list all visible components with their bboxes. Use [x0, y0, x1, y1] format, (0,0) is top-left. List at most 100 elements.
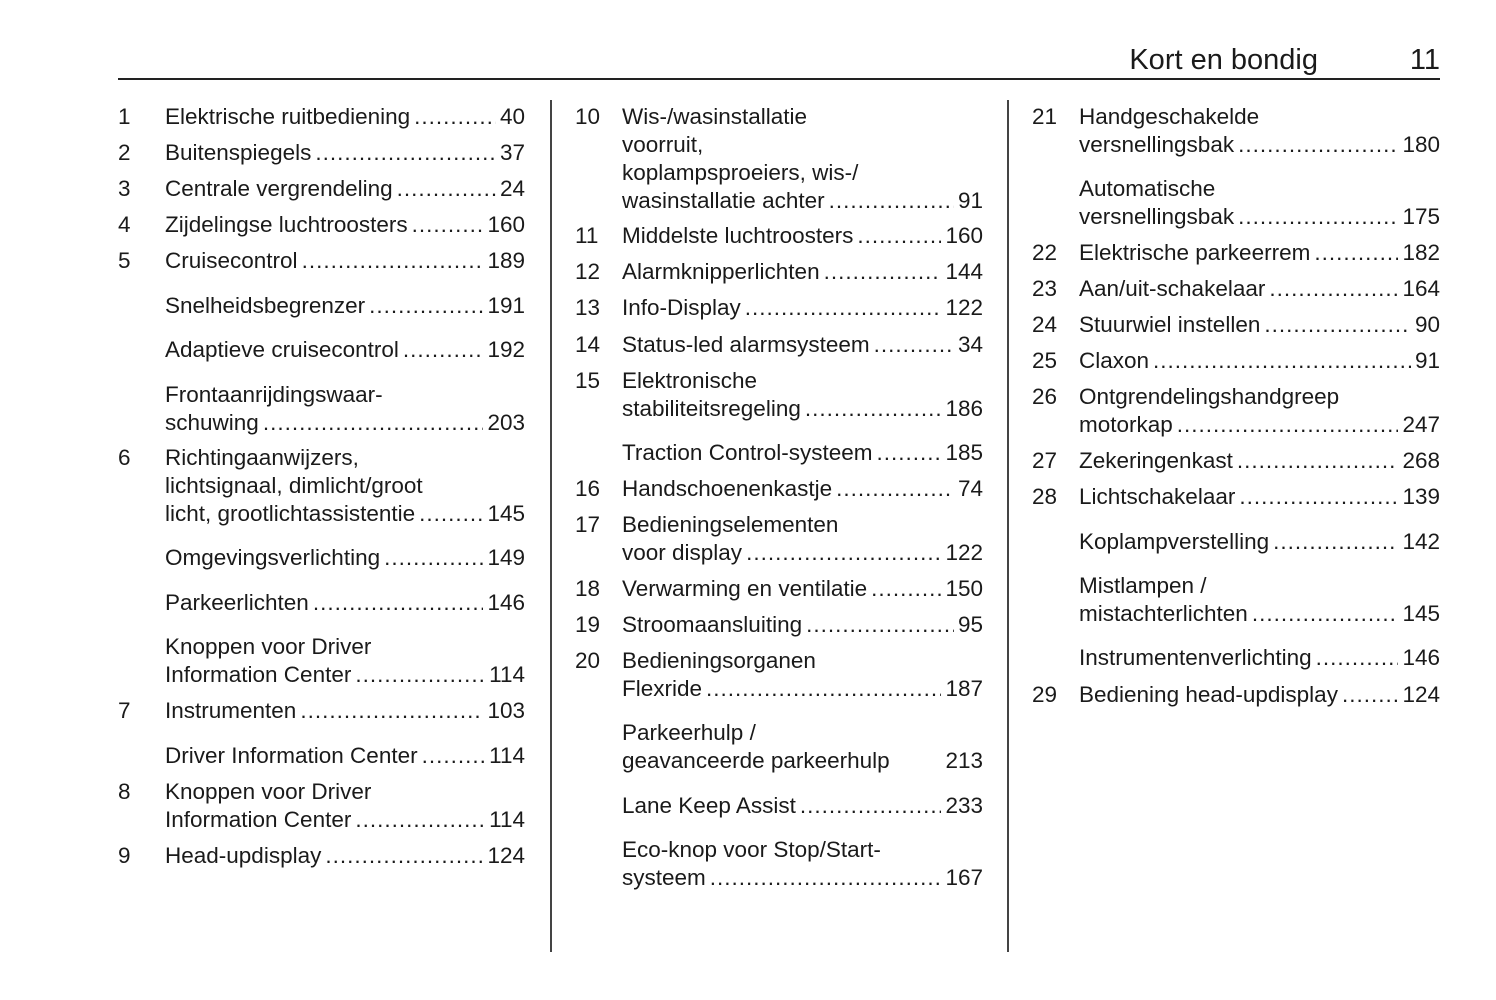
entry-label: Cruisecontrol	[165, 248, 298, 273]
page-reference[interactable]: 146	[487, 590, 525, 615]
page-reference[interactable]: 40	[499, 104, 525, 129]
entry-label: wasinstallatie achter	[622, 188, 825, 213]
dot-leader: ........................................…	[384, 545, 484, 570]
entry-label: Info-Display	[622, 295, 741, 320]
header-rule	[118, 78, 1440, 80]
page-reference[interactable]: 160	[487, 212, 525, 237]
entry-number: 19	[575, 612, 601, 637]
entry-text: Bedieningsorganen Flexride...............…	[622, 647, 983, 703]
entry-label: Handgeschakelde	[1079, 104, 1260, 129]
entry-label: Elektrische parkeerrem	[1079, 240, 1311, 265]
entry-text: Elektronische stabiliteitsregeling.......…	[622, 367, 983, 423]
page-reference[interactable]: 149	[487, 545, 525, 570]
page-reference[interactable]: 182	[1402, 240, 1440, 265]
entry-label: Eco-knop voor Stop/Start-	[622, 837, 881, 862]
entry-label: systeem	[622, 865, 706, 890]
entry-label: lichtsignaal, dimlicht/groot	[165, 473, 423, 498]
page-reference[interactable]: 187	[945, 676, 983, 701]
entry-label: Verwarming en ventilatie	[622, 576, 868, 601]
entry-label: Mistlampen /	[1079, 573, 1207, 598]
page-reference[interactable]: 146	[1402, 645, 1440, 670]
entry-label: Knoppen voor Driver	[165, 634, 372, 659]
entry-label: Claxon	[1079, 348, 1150, 373]
page-reference[interactable]: 247	[1402, 412, 1440, 437]
entry-number: 21	[1032, 104, 1058, 129]
entry-text: Snelheidsbegrenzer......................…	[165, 292, 525, 320]
entry-number: 25	[1032, 348, 1058, 373]
column-divider	[550, 100, 552, 952]
entry-label: stabiliteitsregeling	[622, 396, 801, 421]
entry-text: Frontaanrijdingswaar-schuwing...........…	[165, 381, 525, 437]
page-reference[interactable]: 114	[489, 807, 525, 832]
page-reference[interactable]: 203	[487, 410, 525, 435]
page-reference[interactable]: 144	[945, 259, 983, 284]
entry-text: Handschoenenkastje......................…	[622, 475, 983, 503]
page-reference[interactable]: 189	[487, 248, 525, 273]
dot-leader: ........................................…	[857, 223, 941, 248]
page-reference[interactable]: 139	[1402, 484, 1440, 509]
entry-text: Status-led alarmsysteem.................…	[622, 331, 983, 359]
page-reference[interactable]: 114	[489, 662, 525, 687]
page-reference[interactable]: 91	[1414, 348, 1440, 373]
page-reference[interactable]: 34	[957, 332, 983, 357]
page-reference[interactable]: 122	[945, 540, 983, 565]
entry-number: 11	[575, 223, 599, 248]
entry-number: 14	[575, 332, 601, 357]
dot-leader: ........................................…	[1236, 448, 1399, 473]
page-reference[interactable]: 192	[487, 337, 525, 362]
dot-leader: ........................................…	[419, 501, 484, 526]
entry-text: Eco-knop voor Stop/Start-systeem........…	[622, 836, 983, 892]
page-reference[interactable]: 122	[945, 295, 983, 320]
dot-leader: ........................................…	[1176, 412, 1399, 437]
page-reference[interactable]: 145	[1402, 601, 1440, 626]
page-reference[interactable]: 175	[1402, 204, 1440, 229]
entry-label: Zekeringenkast	[1079, 448, 1233, 473]
entry-number: 29	[1032, 682, 1058, 707]
entry-text: Richtingaanwijzers, lichtsignaal, dimlich…	[165, 444, 525, 528]
entry-label: Richtingaanwijzers,	[165, 445, 359, 470]
page-reference[interactable]: 37	[499, 140, 525, 165]
page-reference[interactable]: 167	[945, 865, 983, 890]
page-reference[interactable]: 124	[487, 843, 525, 868]
page-reference[interactable]: 186	[945, 396, 983, 421]
page-reference[interactable]: 145	[487, 501, 525, 526]
page-reference[interactable]: 91	[957, 188, 983, 213]
page-reference[interactable]: 24	[499, 176, 525, 201]
page-reference[interactable]: 114	[489, 743, 525, 768]
column-divider	[1007, 100, 1009, 952]
entry-label: licht, grootlichtassistentie	[165, 501, 416, 526]
dot-leader: ........................................…	[799, 793, 942, 818]
entry-label: Knoppen voor Driver	[165, 779, 372, 804]
dot-leader: ........................................…	[873, 332, 954, 357]
entry-number: 13	[575, 295, 601, 320]
entry-label: Wis-/wasinstallatie	[622, 104, 808, 129]
page-reference[interactable]: 142	[1402, 529, 1440, 554]
page-reference[interactable]: 103	[487, 698, 525, 723]
page-reference[interactable]: 180	[1402, 132, 1440, 157]
dot-leader: ........................................…	[823, 259, 942, 284]
dot-leader: ........................................…	[411, 212, 484, 237]
entry-number: 4	[118, 212, 131, 237]
page-reference[interactable]: 95	[957, 612, 983, 637]
entry-label: Lane Keep Assist	[622, 793, 796, 818]
page-reference[interactable]: 213	[945, 748, 983, 773]
page-reference[interactable]: 74	[957, 476, 983, 501]
entry-text: Traction Control-systeem................…	[622, 439, 983, 467]
page-reference[interactable]: 124	[1402, 682, 1440, 707]
page-reference[interactable]: 160	[945, 223, 983, 248]
entry-text: Lichtschakelaar.........................…	[1079, 483, 1440, 511]
page-reference[interactable]: 150	[945, 576, 983, 601]
entry-text: Aan/uit-schakelaar......................…	[1079, 275, 1440, 303]
dot-leader: ........................................…	[355, 662, 486, 687]
entry-label: Bediening head-updisplay	[1079, 682, 1338, 707]
page-reference[interactable]: 90	[1414, 312, 1440, 337]
page-reference[interactable]: 164	[1402, 276, 1440, 301]
page-reference[interactable]: 185	[945, 440, 983, 465]
dot-leader: ........................................…	[806, 612, 954, 637]
entry-text: Wis-/wasinstallatie voorruit, koplampsproe…	[622, 103, 983, 215]
page-reference[interactable]: 191	[487, 293, 525, 318]
page-reference[interactable]: 268	[1402, 448, 1440, 473]
entry-label: Driver Information Center	[165, 743, 418, 768]
page-reference[interactable]: 233	[945, 793, 983, 818]
entry-number: 12	[575, 259, 601, 284]
